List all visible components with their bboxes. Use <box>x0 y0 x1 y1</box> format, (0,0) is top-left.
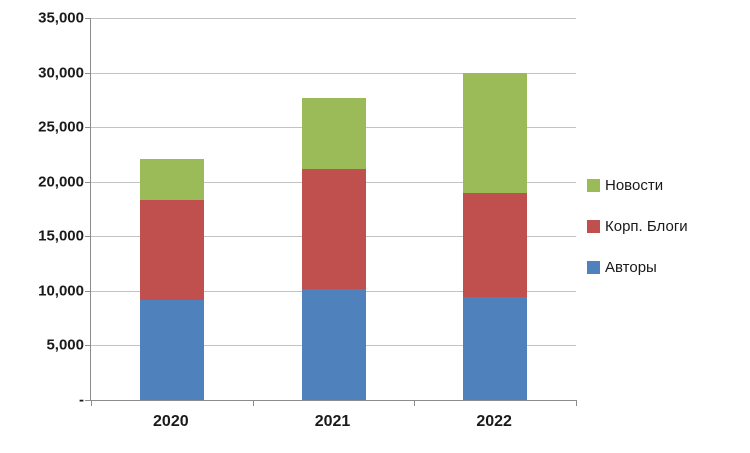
y-axis-tick <box>85 72 91 74</box>
x-axis-tick <box>91 400 92 406</box>
y-axis-tick <box>85 236 91 238</box>
gridline <box>91 18 576 19</box>
y-axis-tick <box>85 400 91 401</box>
y-tick-label: 5,000 <box>46 336 84 354</box>
bar-segment <box>139 200 204 300</box>
x-tick-label: 2022 <box>476 413 512 430</box>
x-axis-tick <box>414 400 416 406</box>
y-tick-label: 10,000 <box>38 282 84 300</box>
y-tick-label: 30,000 <box>38 64 84 82</box>
y-axis-tick <box>85 345 91 347</box>
bar-segment <box>463 192 528 298</box>
bar-segment <box>139 158 204 201</box>
x-axis-tick <box>576 400 577 406</box>
y-axis-tick <box>85 181 91 183</box>
bar-segment <box>139 299 204 400</box>
legend-label: Авторы <box>605 259 657 276</box>
bar-segment <box>301 97 366 169</box>
legend-item: Новости <box>587 176 688 195</box>
legend-swatch <box>587 220 600 233</box>
legend-label: Новости <box>605 177 664 194</box>
legend: Новости Корп. Блоги Авторы <box>587 176 688 277</box>
bar-segment <box>301 288 366 400</box>
y-axis-labels: - 5,000 10,000 15,000 20,000 25,000 30,000 35,0… <box>0 0 84 453</box>
bar-segment <box>463 72 528 193</box>
legend-swatch <box>587 261 600 274</box>
y-axis-tick <box>85 18 91 19</box>
bar-segment <box>301 168 366 289</box>
gridline <box>91 72 576 74</box>
y-tick-label: 35,000 <box>38 9 84 27</box>
y-tick-label: - <box>79 391 84 409</box>
x-tick-label: 2021 <box>314 413 351 430</box>
plot-area <box>85 18 577 406</box>
x-axis-labels: 2020 2021 2022 <box>0 413 750 437</box>
bar-segment <box>463 297 528 400</box>
legend-swatch <box>587 179 600 192</box>
y-axis-tick <box>85 290 91 292</box>
y-axis-tick <box>85 127 91 129</box>
legend-label: Корп. Блоги <box>605 218 688 235</box>
legend-item: Корп. Блоги <box>587 217 688 236</box>
y-tick-label: 15,000 <box>38 227 84 245</box>
y-tick-label: 20,000 <box>38 173 84 191</box>
x-tick-label: 2020 <box>153 413 189 430</box>
x-axis-tick <box>252 400 254 406</box>
y-tick-label: 25,000 <box>38 118 84 136</box>
legend-item: Авторы <box>587 258 688 277</box>
